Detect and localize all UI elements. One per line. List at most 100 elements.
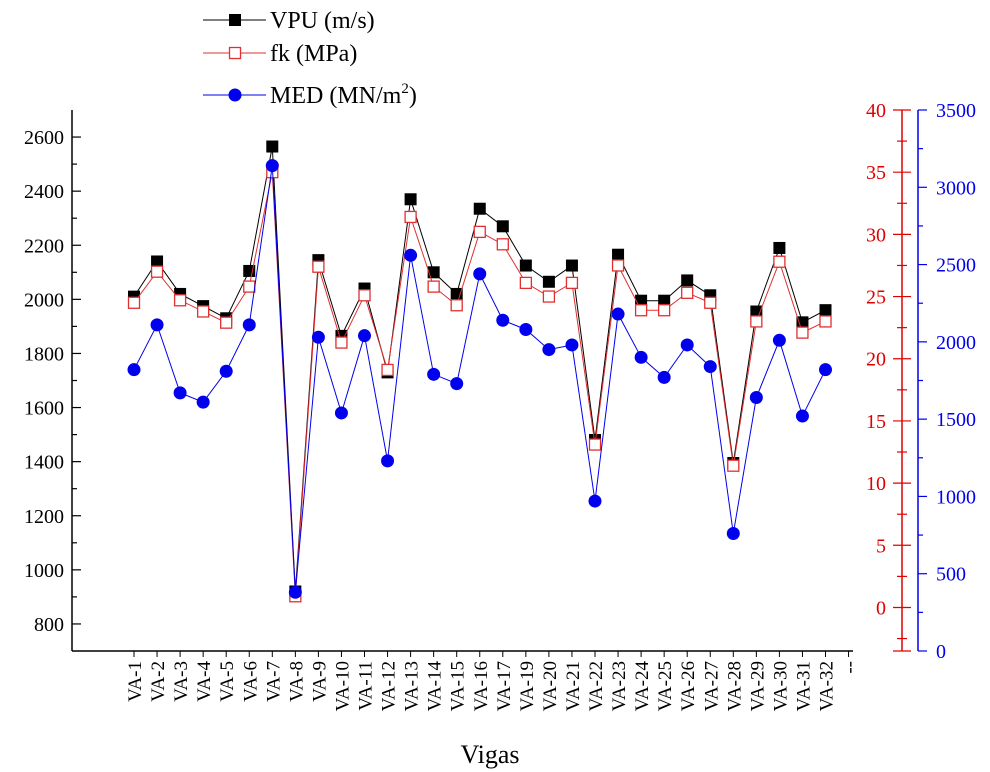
legend-superscript: 2	[401, 81, 409, 97]
data-point	[681, 286, 694, 299]
data-point	[127, 363, 141, 377]
data-point	[680, 338, 694, 352]
data-point	[542, 343, 556, 357]
fk-axis-tick-label: 20	[866, 349, 886, 371]
data-point	[681, 274, 694, 287]
x-axis-tick-label: VA-14	[425, 661, 446, 712]
data-point	[565, 259, 578, 272]
data-point	[242, 318, 256, 332]
data-point	[819, 304, 832, 317]
left-axis-tick-label: 2000	[24, 289, 64, 311]
data-point	[266, 140, 279, 153]
x-axis-tick-label: VA-16	[471, 661, 492, 711]
data-point	[634, 304, 648, 317]
series-2	[127, 159, 832, 599]
left-axis-tick-label: 800	[34, 614, 64, 636]
data-point	[358, 329, 371, 343]
left-axis-tick-label: 2200	[24, 235, 64, 257]
data-point	[219, 364, 233, 378]
left-axis-tick-label: 1800	[24, 343, 64, 365]
data-point	[658, 304, 671, 317]
x-axis-tick-label: --	[840, 661, 861, 674]
fk-axis-tick-label: 15	[866, 411, 886, 433]
data-point	[496, 220, 509, 233]
data-point	[243, 280, 256, 293]
data-point	[450, 287, 463, 300]
med-axis-tick-label: 2000	[936, 332, 976, 354]
data-point	[311, 330, 325, 344]
data-point	[173, 386, 187, 400]
data-point	[496, 313, 510, 327]
data-point	[150, 318, 164, 332]
data-point	[288, 585, 302, 599]
data-point	[588, 438, 602, 451]
x-axis-tick-label: VA-19	[517, 661, 538, 711]
med-axis-tick-label: 1000	[936, 486, 976, 508]
data-point	[450, 299, 463, 312]
data-point	[127, 296, 141, 309]
left-axis-tick-label: 1000	[24, 560, 64, 582]
data-point	[427, 266, 440, 279]
data-point	[312, 260, 325, 273]
data-point	[657, 370, 671, 384]
data-point	[727, 459, 740, 472]
data-point	[773, 255, 786, 268]
x-axis-tick-label: VA-6	[240, 661, 261, 702]
data-point	[381, 363, 394, 377]
fk-axis-tick-label: 5	[876, 535, 886, 557]
data-point	[658, 294, 671, 307]
x-axis-tick-label: VA-13	[402, 661, 423, 711]
data-point	[542, 275, 555, 288]
data-point	[796, 326, 809, 339]
data-point	[565, 338, 579, 352]
data-point	[612, 248, 625, 261]
legend-label: VPU (m/s)	[270, 8, 375, 34]
med-axis-tick-label: 500	[936, 564, 966, 586]
x-axis-tick-label: VA-12	[379, 661, 400, 711]
legend-marker	[229, 14, 241, 26]
data-point	[196, 395, 210, 409]
x-axis-tick-label: VA-28	[724, 661, 745, 711]
data-point	[473, 225, 486, 239]
data-point	[726, 527, 740, 541]
data-point	[404, 193, 417, 206]
x-axis-tick-label: VA-5	[217, 661, 238, 702]
data-point	[703, 360, 717, 374]
data-point	[450, 377, 464, 391]
x-axis-tick-label: VA-17	[494, 661, 515, 711]
data-point	[150, 265, 164, 278]
x-axis-tick-label: VA-4	[194, 661, 215, 702]
data-point	[704, 296, 717, 309]
x-axis-tick-label: VA-32	[817, 661, 838, 711]
med-axis-tick-label: 3000	[936, 177, 976, 199]
legend-label: fk (MPa)	[270, 41, 357, 67]
x-axis-tick-label: VA-1	[125, 661, 146, 702]
data-point	[427, 280, 440, 293]
data-point	[496, 238, 509, 251]
data-point	[611, 307, 625, 321]
data-point	[519, 276, 532, 290]
med-axis-tick-label: 1500	[936, 409, 976, 431]
data-point	[795, 409, 809, 423]
x-axis-tick-label: VA-10	[332, 661, 353, 711]
axes: 800100012001400160018002000220024002600V…	[24, 100, 976, 711]
data-point	[473, 202, 486, 215]
data-point	[473, 267, 487, 281]
data-point	[220, 316, 233, 329]
data-point	[404, 248, 418, 262]
data-point	[265, 159, 279, 173]
fk-axis-tick-label: 25	[866, 287, 886, 309]
data-point	[611, 259, 625, 272]
x-axis-tick-label: VA-26	[678, 661, 699, 711]
fk-axis-tick-label: 35	[866, 162, 886, 184]
series-1	[127, 166, 832, 603]
data-point	[404, 210, 417, 224]
data-point	[427, 367, 441, 381]
data-point	[750, 315, 763, 328]
data-point	[819, 363, 832, 377]
x-axis-tick-label: VA-11	[356, 661, 377, 711]
series-0	[128, 140, 832, 598]
fk-axis-tick-label: 0	[876, 597, 886, 619]
data-point	[588, 494, 602, 508]
left-axis-tick-label: 2400	[24, 181, 64, 203]
